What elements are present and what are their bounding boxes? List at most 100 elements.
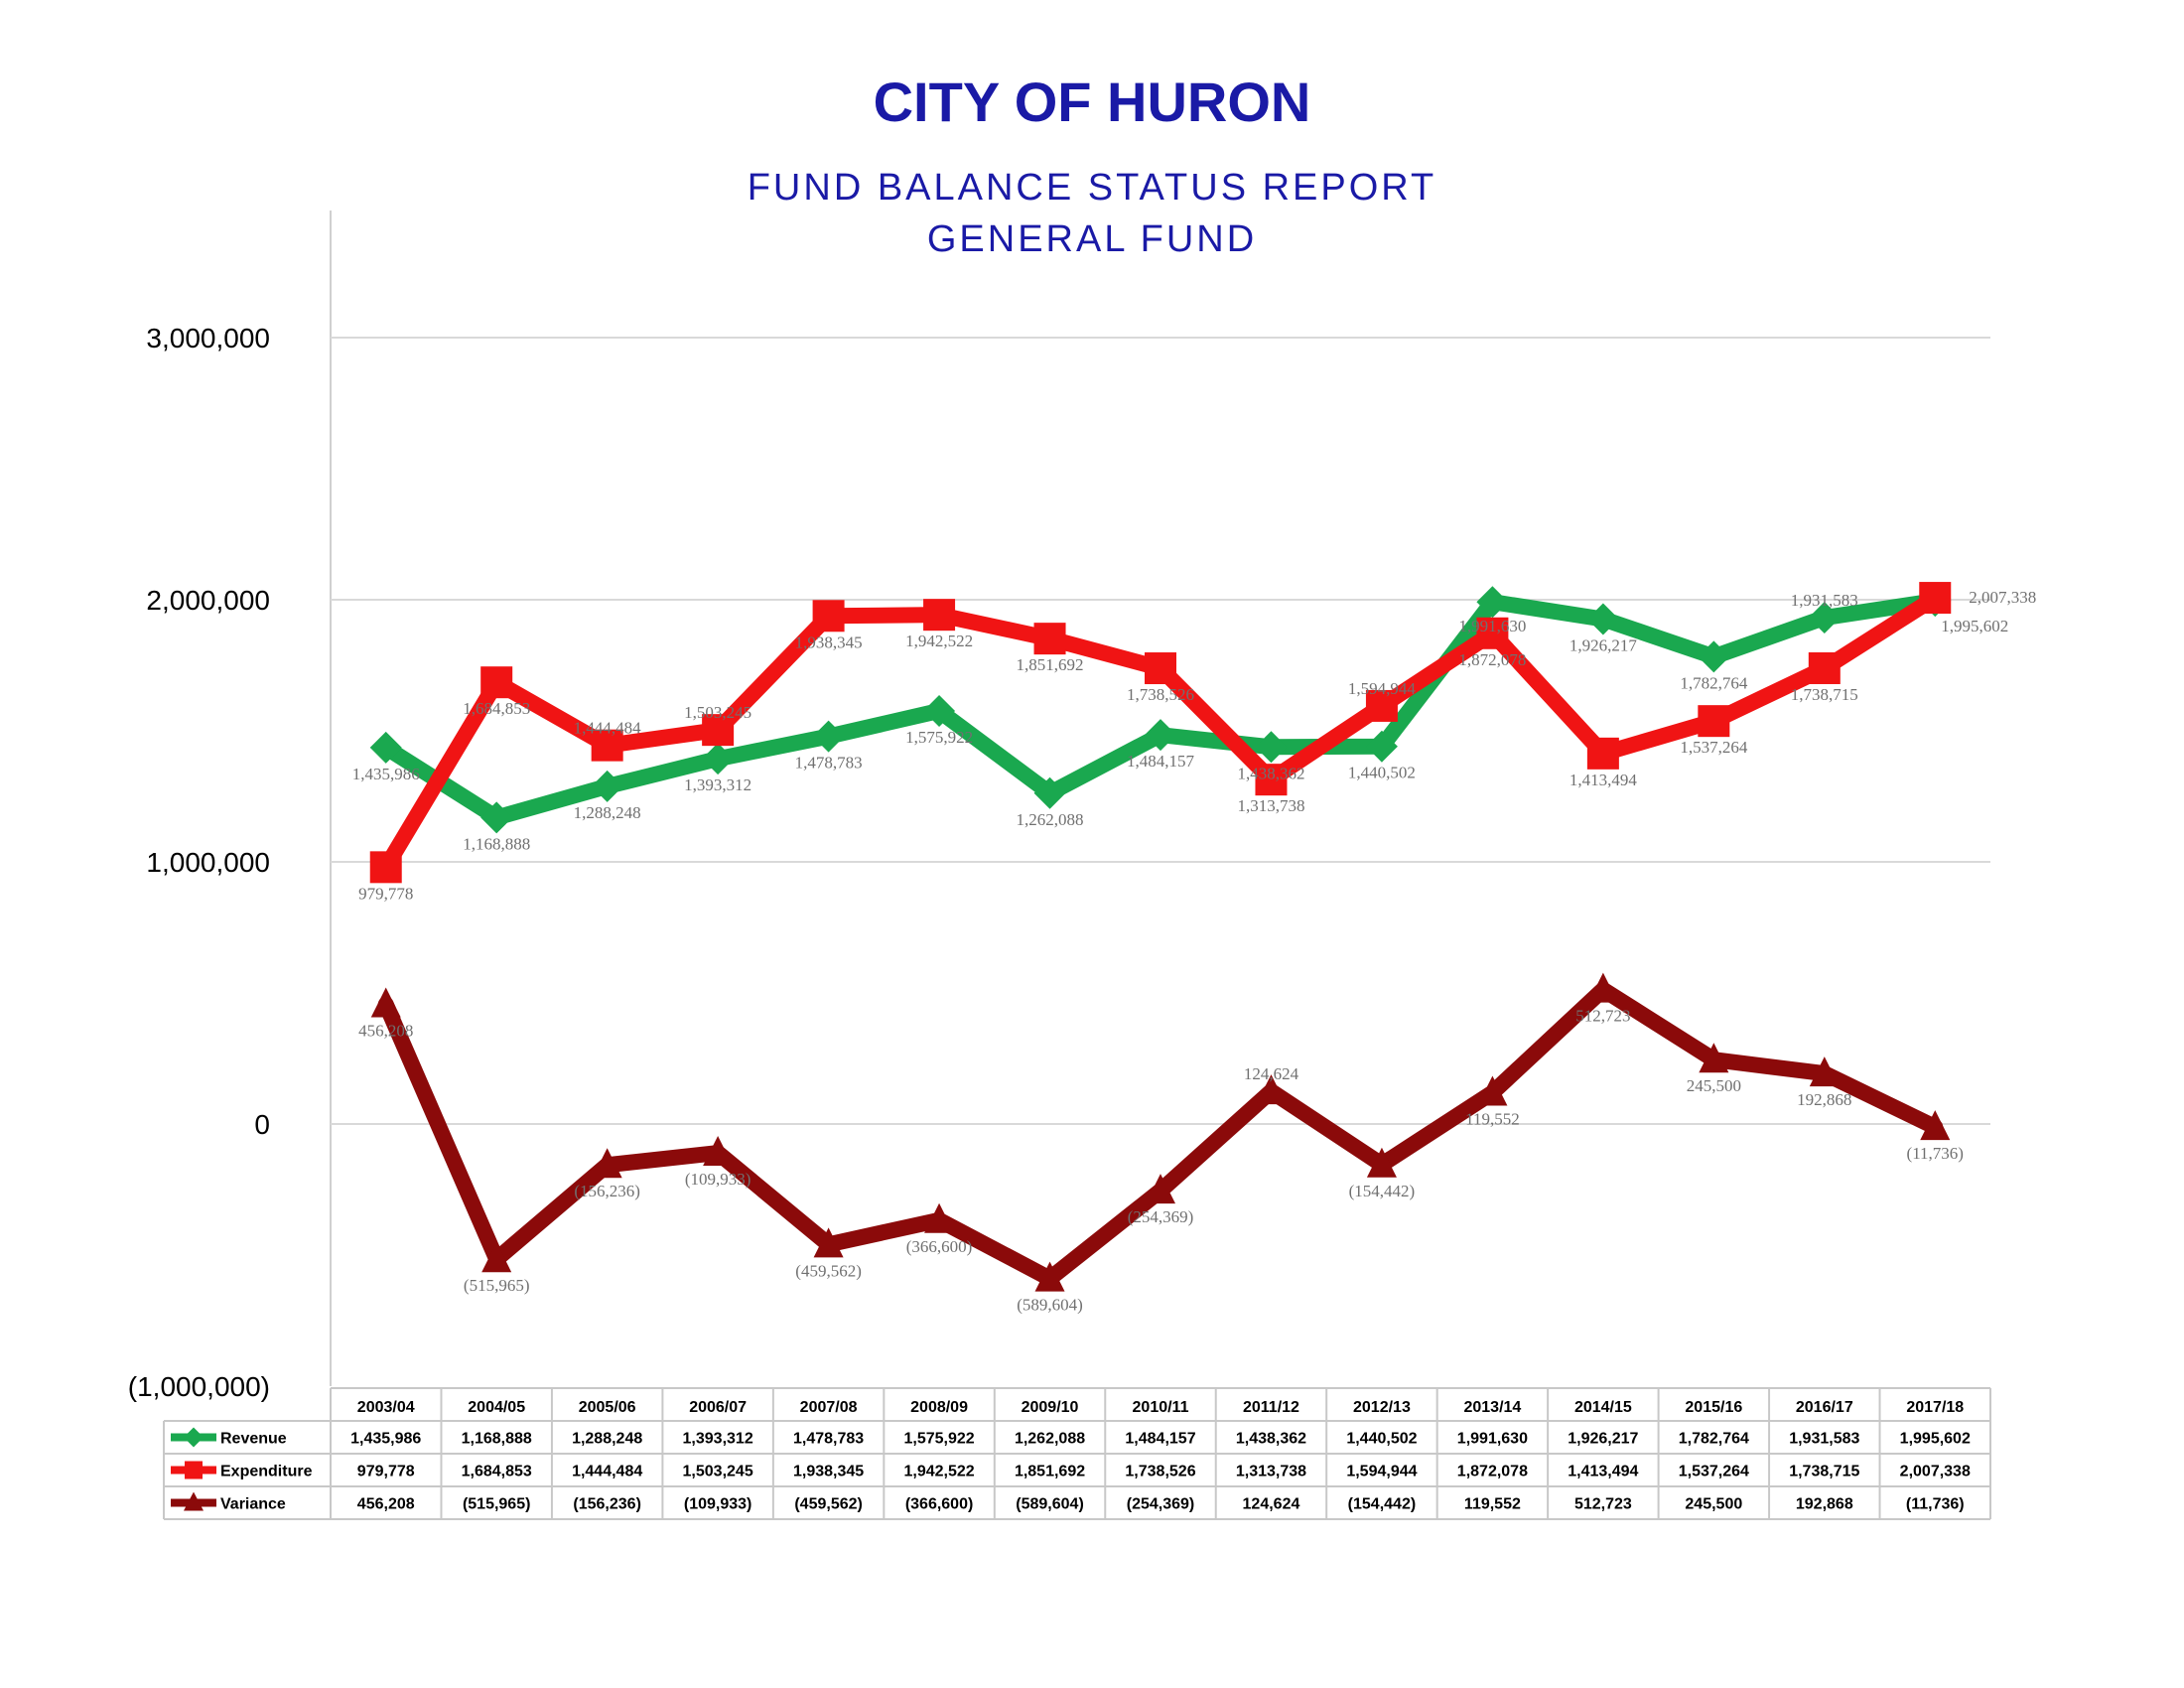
- table-cell-value: 124,624: [1243, 1496, 1300, 1513]
- revenue-point: [591, 770, 623, 802]
- table-cell-value: 1,262,088: [1015, 1431, 1085, 1448]
- revenue-data-label: 1,438,362: [1237, 764, 1304, 782]
- y-tick-label: 0: [254, 1109, 270, 1140]
- category-label: 2013/14: [1463, 1399, 1521, 1416]
- table-cell-value: (156,236): [573, 1496, 641, 1513]
- table-cell-value: (459,562): [794, 1496, 863, 1513]
- revenue-data-label: 1,931,583: [1791, 591, 1858, 610]
- revenue-point: [923, 694, 956, 727]
- revenue-data-label: 1,440,502: [1348, 764, 1416, 782]
- table-cell-value: 119,552: [1464, 1496, 1521, 1513]
- table-cell-value: 1,995,602: [1900, 1431, 1971, 1448]
- variance-point: [1146, 1174, 1175, 1204]
- revenue-point: [1255, 731, 1288, 764]
- table-cell-value: 1,288,248: [572, 1431, 642, 1448]
- variance-data-label: 124,624: [1244, 1064, 1299, 1083]
- revenue-point: [1145, 719, 1176, 752]
- expenditure-data-label: 1,444,484: [574, 719, 642, 738]
- expenditure-point: [1808, 651, 1841, 684]
- category-label: 2014/15: [1574, 1399, 1632, 1416]
- category-label: 2012/13: [1353, 1399, 1411, 1416]
- variance-data-label: 119,552: [1465, 1109, 1520, 1128]
- category-label: 2004/05: [468, 1399, 525, 1416]
- y-tick-label: 2,000,000: [146, 585, 270, 616]
- category-label: 2007/08: [800, 1399, 858, 1416]
- variance-data-label: (515,965): [464, 1276, 530, 1295]
- table-cell-value: (515,965): [463, 1496, 531, 1513]
- table-cell-value: (154,442): [1348, 1496, 1417, 1513]
- expenditure-data-label: 2,007,338: [1969, 588, 2036, 607]
- revenue-data-label: 1,926,217: [1570, 635, 1638, 654]
- expenditure-point: [812, 600, 845, 633]
- table-cell-value: 1,738,715: [1789, 1464, 1859, 1480]
- expenditure-point: [1698, 705, 1730, 738]
- expenditure-data-label: 1,594,944: [1348, 679, 1417, 698]
- revenue-point: [369, 731, 402, 764]
- revenue-data-label: 1,168,888: [463, 834, 530, 853]
- report-subtitle: FUND BALANCE STATUS REPORT: [747, 167, 1437, 209]
- expenditure-point: [1145, 652, 1176, 685]
- expenditure-point: [591, 729, 623, 762]
- legend-series-name: Revenue: [220, 1431, 287, 1448]
- category-label: 2010/11: [1133, 1399, 1189, 1416]
- variance-point: [1920, 1110, 1951, 1141]
- category-label: 2003/04: [357, 1399, 415, 1416]
- revenue-point: [812, 720, 845, 753]
- fund-subtitle: GENERAL FUND: [926, 218, 1258, 260]
- revenue-point: [1365, 730, 1398, 763]
- table-cell-value: 1,440,502: [1346, 1431, 1417, 1448]
- legend-series-name: Variance: [220, 1496, 286, 1513]
- variance-data-label: (366,600): [906, 1237, 973, 1256]
- revenue-data-label: 1,995,602: [1941, 617, 2008, 635]
- variance-series-line: [377, 981, 1944, 1287]
- table-cell-value: (366,600): [905, 1496, 974, 1513]
- legend-key-marker: [184, 1491, 204, 1511]
- expenditure-data-label: 1,938,345: [795, 633, 863, 651]
- table-cell-value: 1,438,362: [1236, 1431, 1306, 1448]
- category-label: 2016/17: [1796, 1399, 1853, 1416]
- expenditure-data-label: 1,413,494: [1570, 771, 1638, 789]
- table-cell-value: (109,933): [684, 1496, 752, 1513]
- revenue-data-label: 1,575,922: [905, 728, 973, 747]
- variance-point: [1477, 1075, 1508, 1106]
- expenditure-data-label: 1,738,526: [1127, 685, 1194, 704]
- expenditure-data-label: 1,851,692: [1017, 655, 1084, 674]
- revenue-data-label: 1,991,630: [1458, 617, 1526, 635]
- legend-key-marker: [184, 1427, 204, 1448]
- expenditure-point: [1919, 582, 1952, 615]
- expenditure-data-label: 1,313,738: [1237, 796, 1304, 815]
- table-cell-value: 1,594,944: [1346, 1464, 1417, 1480]
- variance-point: [481, 1242, 512, 1273]
- table-cell-value: 1,478,783: [793, 1431, 864, 1448]
- table-cell-value: (11,736): [1906, 1496, 1965, 1513]
- category-label: 2015/16: [1685, 1399, 1742, 1416]
- variance-data-label: 456,208: [358, 1022, 413, 1041]
- revenue-data-label: 1,393,312: [684, 775, 751, 794]
- table-cell-value: 1,537,264: [1679, 1464, 1749, 1480]
- revenue-point: [1808, 602, 1841, 634]
- revenue-point: [1033, 776, 1066, 809]
- variance-point: [1587, 972, 1618, 1003]
- variance-data-label: (254,369): [1128, 1207, 1194, 1226]
- revenue-data-label: 1,478,783: [795, 754, 863, 773]
- expenditure-data-label: 1,537,264: [1680, 738, 1748, 757]
- expenditure-point: [1586, 737, 1619, 770]
- table-cell-value: 1,851,692: [1015, 1464, 1085, 1480]
- table-cell-value: 1,926,217: [1568, 1431, 1638, 1448]
- table-cell-value: 512,723: [1574, 1496, 1632, 1513]
- table-cell-value: 1,484,157: [1125, 1431, 1195, 1448]
- variance-point: [924, 1202, 955, 1233]
- revenue-point: [1476, 586, 1509, 619]
- revenue-data-label: 1,782,764: [1680, 673, 1748, 692]
- variance-point: [1809, 1056, 1840, 1087]
- variance-point: [703, 1136, 734, 1167]
- table-cell-value: 1,413,494: [1568, 1464, 1638, 1480]
- table-cell-value: 1,938,345: [793, 1464, 864, 1480]
- revenue-point: [1586, 603, 1619, 635]
- variance-point: [370, 987, 401, 1018]
- category-label: 2017/18: [1906, 1399, 1964, 1416]
- revenue-point: [1698, 640, 1730, 673]
- y-tick-label: (1,000,000): [128, 1371, 270, 1402]
- expenditure-point: [1255, 764, 1288, 796]
- variance-point: [813, 1227, 844, 1258]
